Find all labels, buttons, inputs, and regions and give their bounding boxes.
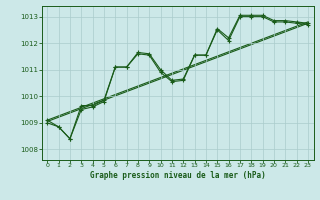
X-axis label: Graphe pression niveau de la mer (hPa): Graphe pression niveau de la mer (hPa) [90,171,266,180]
